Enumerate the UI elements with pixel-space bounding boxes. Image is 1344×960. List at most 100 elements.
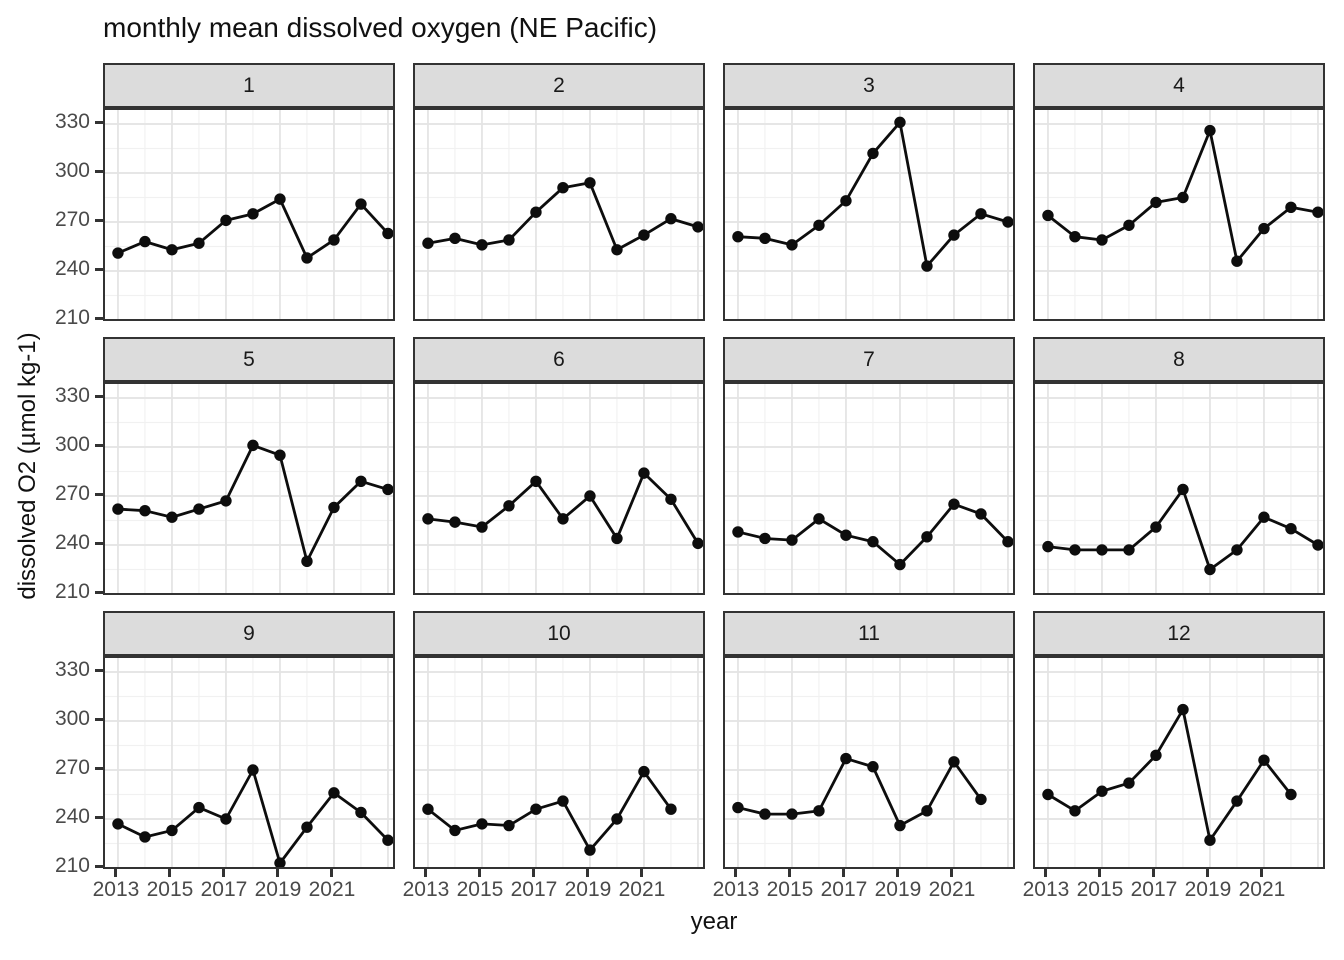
data-point	[1285, 201, 1297, 213]
facet-panel	[1033, 382, 1325, 595]
data-point	[328, 234, 340, 246]
data-point	[813, 513, 825, 525]
data-point	[1042, 788, 1054, 801]
data-point	[449, 516, 461, 528]
y-tick-mark	[95, 541, 103, 545]
data-point	[638, 467, 650, 479]
facet-month-1: 1	[103, 63, 395, 321]
data-point	[274, 193, 286, 205]
data-point	[247, 764, 259, 776]
facet-strip-label: 1	[103, 63, 395, 108]
data-point	[1069, 805, 1081, 817]
facet-panel	[103, 108, 395, 321]
data-point	[867, 761, 879, 773]
data-point	[692, 537, 703, 550]
data-point	[503, 234, 515, 246]
x-tick-label: 2013	[402, 878, 450, 901]
data-point	[759, 808, 771, 820]
facet-month-3: 3	[723, 63, 1015, 321]
y-tick-mark	[95, 443, 103, 447]
data-point	[840, 195, 852, 207]
y-tick-mark	[95, 120, 103, 124]
data-point	[1069, 231, 1081, 243]
facet-panel	[103, 656, 395, 869]
x-tick-label: 2015	[1076, 878, 1124, 901]
x-tick-label: 2015	[766, 878, 814, 901]
data-point	[355, 475, 367, 487]
facet-month-11: 11	[723, 611, 1015, 869]
data-point	[665, 803, 677, 815]
y-tick-mark	[95, 864, 103, 868]
facet-strip-label: 3	[723, 63, 1015, 108]
data-point	[786, 808, 798, 820]
data-point	[301, 555, 313, 568]
y-tick-label: 300	[54, 433, 90, 456]
facet-strip-label: 12	[1033, 611, 1325, 656]
data-point	[638, 765, 650, 778]
x-tick-mark	[586, 869, 590, 877]
y-tick-mark	[95, 169, 103, 173]
data-point	[894, 558, 906, 571]
x-axis-title: year	[690, 908, 738, 935]
y-tick-label: 300	[54, 159, 90, 182]
data-point	[220, 813, 232, 825]
data-point	[422, 513, 434, 525]
data-point	[449, 824, 461, 837]
data-point	[813, 805, 825, 817]
x-tick-mark	[1152, 869, 1156, 877]
data-point	[1042, 209, 1054, 222]
x-tick-label: 2021	[618, 878, 666, 901]
y-tick-label: 240	[54, 531, 90, 554]
x-tick-label: 2019	[874, 878, 922, 901]
data-point	[732, 801, 744, 814]
data-point	[1204, 563, 1216, 576]
data-point	[557, 182, 569, 194]
data-point	[921, 260, 933, 272]
data-point	[166, 824, 178, 837]
data-point	[611, 532, 623, 545]
data-point	[355, 806, 367, 819]
y-tick-mark	[95, 394, 103, 398]
facet-strip-label: 8	[1033, 337, 1325, 382]
x-tick-mark	[788, 869, 792, 877]
facet-month-10: 10	[413, 611, 705, 869]
data-point	[948, 756, 960, 768]
y-tick-label: 240	[54, 805, 90, 828]
data-point	[476, 521, 488, 533]
data-point	[786, 534, 798, 546]
data-point	[247, 208, 259, 220]
data-point	[1150, 196, 1162, 209]
data-point	[328, 787, 340, 799]
data-point	[813, 219, 825, 231]
facet-panel	[413, 382, 705, 595]
data-point	[382, 227, 393, 240]
x-tick-mark	[114, 869, 118, 877]
facet-month-8: 8	[1033, 337, 1325, 595]
y-tick-mark	[95, 316, 103, 320]
x-tick-mark	[478, 869, 482, 877]
x-tick-label: 2013	[92, 878, 140, 901]
facet-panel	[1033, 656, 1325, 869]
data-point	[1312, 206, 1323, 218]
data-point	[247, 439, 259, 452]
y-tick-mark	[95, 267, 103, 271]
data-point	[1204, 124, 1216, 137]
data-point	[1258, 511, 1270, 523]
data-point	[422, 803, 434, 815]
data-point	[1150, 521, 1162, 533]
x-tick-label: 2015	[456, 878, 504, 901]
chart-title: monthly mean dissolved oxygen (NE Pacifi…	[103, 12, 658, 43]
data-point	[840, 752, 852, 765]
x-tick-mark	[168, 869, 172, 877]
data-point	[1123, 777, 1135, 789]
data-point	[112, 818, 124, 830]
data-point	[759, 232, 771, 245]
data-point	[1123, 219, 1135, 231]
data-point	[1177, 703, 1189, 716]
y-tick-mark	[95, 218, 103, 222]
data-point	[166, 511, 178, 523]
data-point	[139, 235, 151, 248]
facet-strip-label: 11	[723, 611, 1015, 656]
x-tick-label: 2015	[146, 878, 194, 901]
x-tick-mark	[896, 869, 900, 877]
